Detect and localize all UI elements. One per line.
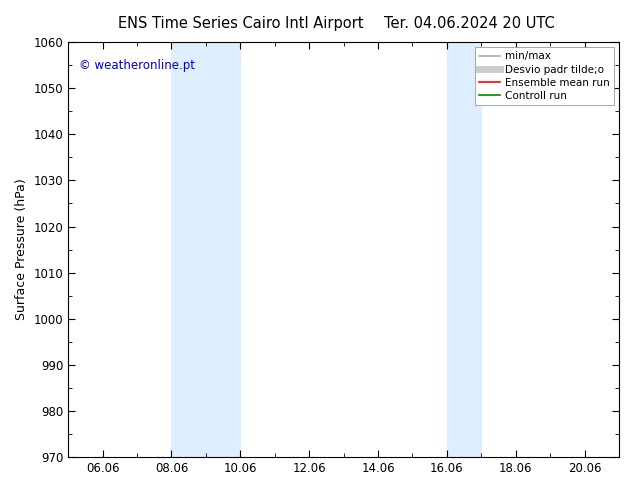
Y-axis label: Surface Pressure (hPa): Surface Pressure (hPa) bbox=[15, 179, 28, 320]
Bar bbox=[171, 42, 240, 457]
Text: © weatheronline.pt: © weatheronline.pt bbox=[79, 59, 195, 72]
Text: Ter. 04.06.2024 20 UTC: Ter. 04.06.2024 20 UTC bbox=[384, 16, 555, 31]
Bar bbox=[447, 42, 481, 457]
Text: ENS Time Series Cairo Intl Airport: ENS Time Series Cairo Intl Airport bbox=[118, 16, 364, 31]
Legend: min/max, Desvio padr tilde;o, Ensemble mean run, Controll run: min/max, Desvio padr tilde;o, Ensemble m… bbox=[475, 47, 614, 105]
